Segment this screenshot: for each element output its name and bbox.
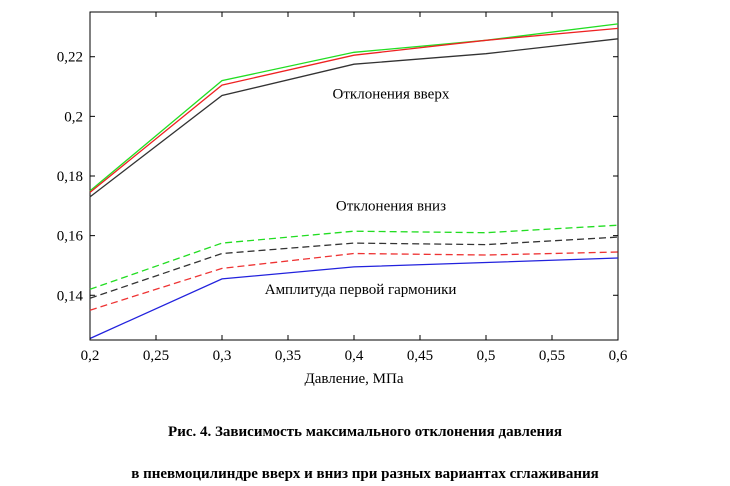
x-tick-label: 0,45 [407, 348, 433, 364]
y-tick-label: 0,2 [64, 109, 83, 125]
x-tick-label: 0,25 [143, 348, 169, 364]
figure-caption-line-2: в пневмоцилиндре вверх и вниз при разных… [131, 466, 599, 482]
y-tick-label: 0,18 [57, 169, 83, 185]
x-tick-label: 0,4 [345, 348, 364, 364]
x-tick-label: 0,55 [539, 348, 565, 364]
pressure-deviation-chart: 0,2 0,25 0,3 0,35 0,4 0,45 0,5 0,55 0,6 0,14 0,16… [57, 11, 628, 387]
x-tick-label: 0,6 [609, 348, 628, 364]
x-tick-label: 0,3 [213, 348, 232, 364]
series-line-1 [89, 23, 619, 192]
series-line-3 [89, 38, 619, 198]
x-tick-label: 0,2 [81, 348, 100, 364]
figure-caption-line-1: Рис. 4. Зависимость максимального отклон… [168, 424, 562, 440]
x-tick-label: 0,5 [477, 348, 496, 364]
series-line-5 [89, 236, 619, 299]
x-axis-ticks: 0,2 0,25 0,3 0,35 0,4 0,45 0,5 0,55 0,6 [81, 12, 628, 364]
y-tick-label: 0,14 [57, 288, 84, 304]
x-axis-label: Давление, МПа [305, 371, 404, 387]
annotation-label: Отклонения вниз [336, 198, 446, 214]
y-axis-ticks: 0,14 0,16 0,18 0,2 0,22 [57, 50, 618, 304]
y-tick-label: 0,16 [57, 229, 84, 245]
annotations: Отклонения вверх Отклонения вниз Амплитуда… [265, 86, 457, 297]
series-line-7 [89, 257, 619, 340]
series-line-6 [89, 251, 619, 311]
annotation-label: Амплитуда первой гармоники [265, 282, 457, 298]
series-line-2 [89, 27, 619, 193]
series-layer [89, 23, 619, 340]
x-tick-label: 0,35 [275, 348, 301, 364]
annotation-label: Отклонения вверх [333, 86, 450, 102]
y-tick-label: 0,22 [57, 50, 83, 66]
series-line-4 [89, 224, 619, 290]
